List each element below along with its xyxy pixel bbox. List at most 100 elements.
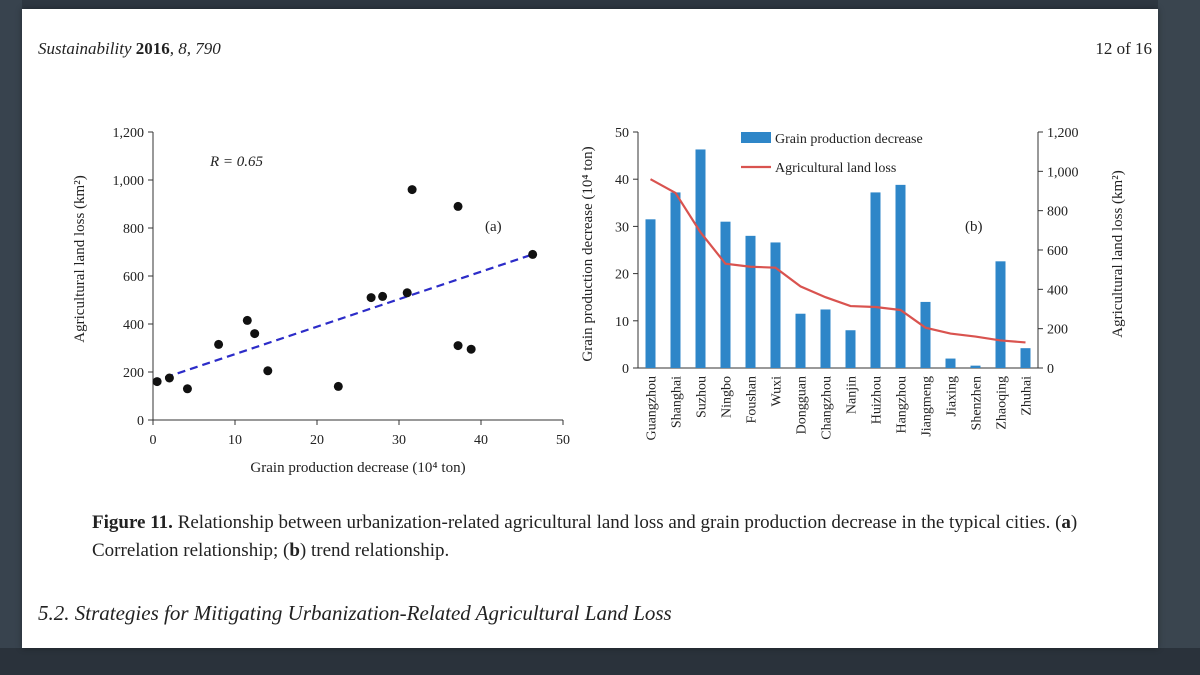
scatter-point bbox=[242, 315, 252, 325]
legend-line-label: Agricultural land loss bbox=[775, 161, 896, 176]
bar-category-label: Suzhou bbox=[695, 376, 710, 418]
scatter-y-tick-label: 600 bbox=[123, 270, 144, 285]
grain-decrease-bar bbox=[845, 330, 856, 368]
journal-year: 2016 bbox=[135, 39, 170, 58]
bar-category-label: Jiangmeng bbox=[920, 376, 935, 437]
caption-label: Figure 11. bbox=[92, 512, 173, 533]
scatter-y-tick-label: 800 bbox=[123, 222, 144, 237]
scatter-trendline bbox=[152, 253, 534, 383]
grain-decrease-bar bbox=[670, 192, 681, 368]
bar-right-tick-label: 1,200 bbox=[1047, 126, 1079, 141]
scatter-point bbox=[333, 381, 343, 391]
scatter-point bbox=[407, 185, 417, 195]
bar-right-tick-label: 0 bbox=[1047, 362, 1054, 377]
agricultural-land-loss-line bbox=[649, 178, 1026, 344]
grain-decrease-bar bbox=[770, 242, 781, 368]
scatter-point bbox=[152, 377, 162, 387]
caption-a: a bbox=[1061, 512, 1071, 533]
bar-right-tick-label: 1,000 bbox=[1047, 165, 1079, 180]
scatter-y-tick-label: 0 bbox=[137, 414, 144, 429]
grain-decrease-bar bbox=[745, 235, 756, 368]
grain-decrease-bar bbox=[645, 219, 656, 368]
bar-left-tick-label: 40 bbox=[615, 173, 629, 188]
bar-category-label: Huizhou bbox=[870, 376, 885, 424]
document-page: Sustainability 2016, 8, 790 12 of 16 0 20… bbox=[22, 9, 1158, 648]
scatter-point bbox=[453, 201, 463, 211]
grain-decrease-bar bbox=[970, 365, 981, 368]
bar-right-tick-label: 400 bbox=[1047, 283, 1068, 298]
caption-mid: ) Correlation relationship; ( bbox=[92, 512, 1078, 561]
bar-category-label: Shenzhen bbox=[970, 376, 985, 430]
background-left bbox=[0, 0, 22, 675]
bar-right-tick-label: 800 bbox=[1047, 205, 1068, 220]
bar-category-label: Hangzhou bbox=[895, 376, 910, 434]
bar-category-label: Changzhou bbox=[820, 376, 835, 440]
grain-decrease-bar bbox=[1020, 348, 1031, 368]
section-heading: 5.2. Strategies for Mitigating Urbanizat… bbox=[38, 601, 672, 625]
scatter-y-label: Agricultural land loss (km²) bbox=[72, 175, 88, 342]
scatter-point bbox=[402, 288, 412, 298]
grain-decrease-bar bbox=[695, 149, 706, 368]
bar-left-tick-label: 0 bbox=[622, 362, 629, 377]
bar-category-label: Guangzhou bbox=[645, 376, 660, 441]
scatter-point bbox=[164, 373, 174, 383]
scatter-x-label: Grain production decrease (10⁴ ton) bbox=[250, 460, 465, 476]
scatter-y-tick-label: 200 bbox=[123, 366, 144, 381]
scatter-annotation: R = 0.65 bbox=[209, 154, 264, 170]
bar-right-tick-label: 200 bbox=[1047, 323, 1068, 338]
bar-left-y-label: Grain production decrease (10⁴ ton) bbox=[580, 146, 596, 361]
bar-category-label: Jiaxing bbox=[945, 376, 960, 416]
bar-category-label: Dongguan bbox=[795, 376, 810, 434]
scatter-x-tick-label: 0 bbox=[150, 433, 157, 448]
scatter-point bbox=[466, 344, 476, 354]
background-right bbox=[1158, 0, 1200, 675]
bar-left-tick-label: 10 bbox=[615, 315, 629, 330]
grain-decrease-bar bbox=[995, 261, 1006, 368]
scatter-point bbox=[528, 249, 538, 259]
scatter-point bbox=[250, 329, 260, 339]
grain-decrease-bar bbox=[720, 221, 731, 368]
bar-panel-label: (b) bbox=[965, 219, 983, 235]
bar-category-label: Ningbo bbox=[720, 376, 735, 418]
bar-category-label: Foushan bbox=[745, 376, 760, 423]
grain-decrease-bar bbox=[920, 301, 931, 368]
caption-end: ) trend relationship. bbox=[299, 540, 450, 561]
page-number: 12 of 16 bbox=[1095, 39, 1152, 58]
journal-name: Sustainability bbox=[38, 39, 132, 58]
bar-category-label: Nanjin bbox=[845, 376, 860, 414]
scatter-point bbox=[378, 291, 388, 301]
caption-text: Relationship between urbanization-relate… bbox=[172, 512, 1062, 533]
bar-category-label: Wuxi bbox=[770, 376, 785, 407]
bar-category-label: Zhuhai bbox=[1020, 376, 1035, 416]
running-header: Sustainability 2016, 8, 790 bbox=[38, 39, 221, 59]
scatter-x-tick-label: 50 bbox=[556, 433, 570, 448]
caption-b: b bbox=[289, 540, 300, 561]
scatter-y-tick-label: 400 bbox=[123, 318, 144, 333]
bar-left-tick-label: 30 bbox=[615, 220, 629, 235]
scatter-point bbox=[263, 366, 273, 376]
bar-right-y-label: Agricultural land loss (km²) bbox=[1110, 170, 1126, 337]
scatter-panel-label: (a) bbox=[485, 219, 502, 235]
bar-category-label: Zhaoqing bbox=[995, 376, 1010, 430]
legend-bar-label: Grain production decrease bbox=[775, 132, 923, 147]
grain-decrease-bar bbox=[795, 313, 806, 368]
bar-right-tick-label: 600 bbox=[1047, 244, 1068, 259]
scatter-point bbox=[182, 384, 192, 394]
scatter-x-tick-label: 20 bbox=[310, 433, 324, 448]
bar-left-tick-label: 50 bbox=[615, 126, 629, 141]
scatter-point bbox=[214, 339, 224, 349]
scatter-point bbox=[366, 293, 376, 303]
scatter-y-tick-label: 1,000 bbox=[113, 174, 145, 189]
legend-bar-swatch bbox=[741, 132, 771, 143]
scatter-point bbox=[453, 341, 463, 351]
bar-left-tick-label: 20 bbox=[615, 268, 629, 283]
scatter-x-tick-label: 40 bbox=[474, 433, 488, 448]
journal-volume: , 8, 790 bbox=[169, 39, 221, 58]
bar-category-label: Shanghai bbox=[670, 376, 685, 428]
background-bottom bbox=[0, 648, 1200, 675]
grain-decrease-bar bbox=[945, 358, 956, 368]
scatter-y-tick-label: 1,200 bbox=[113, 126, 145, 141]
scatter-x-tick-label: 30 bbox=[392, 433, 406, 448]
grain-decrease-bar bbox=[870, 192, 881, 368]
